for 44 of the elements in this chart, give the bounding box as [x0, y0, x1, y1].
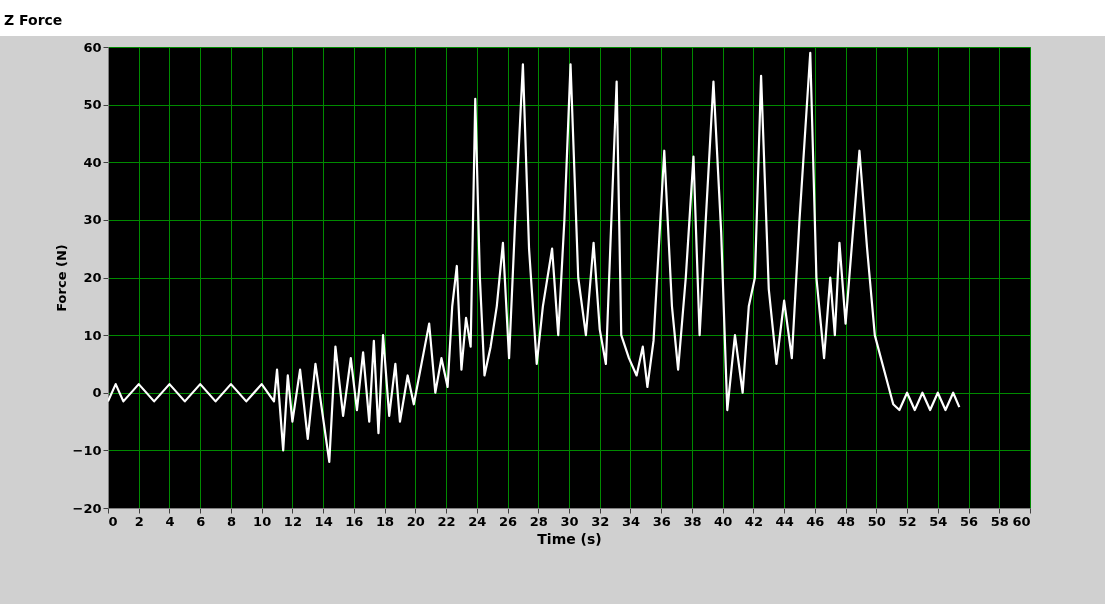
y-tick-label: 0	[92, 385, 102, 401]
x-tick-label: 46	[806, 513, 825, 529]
y-tick-label: 50	[83, 97, 102, 113]
x-tick-label: 0	[108, 513, 118, 529]
x-tick-label: 50	[867, 513, 886, 529]
x-tick-label: 26	[498, 513, 518, 529]
x-tick-label: 28	[529, 513, 548, 529]
y-tick-label: 20	[83, 270, 102, 285]
x-tick-label: 58	[990, 513, 1009, 529]
x-tick-label: 20	[406, 513, 425, 529]
x-tick-label: 18	[376, 513, 395, 529]
x-tick-label: 32	[591, 513, 610, 529]
y-tick-label: −20	[72, 500, 102, 516]
x-tick-label: 52	[898, 513, 917, 529]
x-tick-label: 4	[165, 513, 175, 529]
x-tick-label: 10	[253, 513, 272, 529]
x-tick-label: 16	[345, 513, 364, 529]
x-tick-label: 34	[621, 513, 641, 529]
x-tick-label: 60	[1012, 513, 1031, 529]
x-tick-label: 48	[837, 513, 856, 529]
x-tick-label: 38	[683, 513, 702, 529]
x-tick-label: 36	[652, 513, 671, 529]
x-tick-label: 30	[560, 513, 579, 529]
y-tick-label: 40	[83, 154, 102, 170]
x-tick-label: 6	[196, 513, 206, 529]
x-tick-label: 24	[468, 513, 487, 529]
x-tick-label: 42	[744, 513, 763, 529]
x-tick-label: 22	[437, 513, 456, 529]
y-tick-label: −10	[72, 442, 102, 458]
x-axis-title: Time (s)	[537, 530, 602, 547]
y-tick-label: 10	[83, 327, 102, 343]
x-tick-label: 56	[959, 513, 979, 529]
y-axis-title: Force (N)	[53, 244, 69, 312]
chart-title: Z Force	[4, 12, 63, 28]
x-tick-label: 54	[929, 513, 948, 529]
x-tick-label: 14	[314, 513, 333, 529]
x-tick-label: 44	[775, 513, 794, 529]
x-tick-label: 40	[714, 513, 733, 529]
y-tick-label: 30	[83, 212, 102, 228]
line-series	[108, 51, 961, 463]
x-tick-label: 12	[283, 513, 302, 529]
x-tick-label: 8	[226, 513, 236, 529]
x-tick-label: 2	[134, 513, 144, 529]
y-tick-label: 60	[83, 39, 102, 55]
